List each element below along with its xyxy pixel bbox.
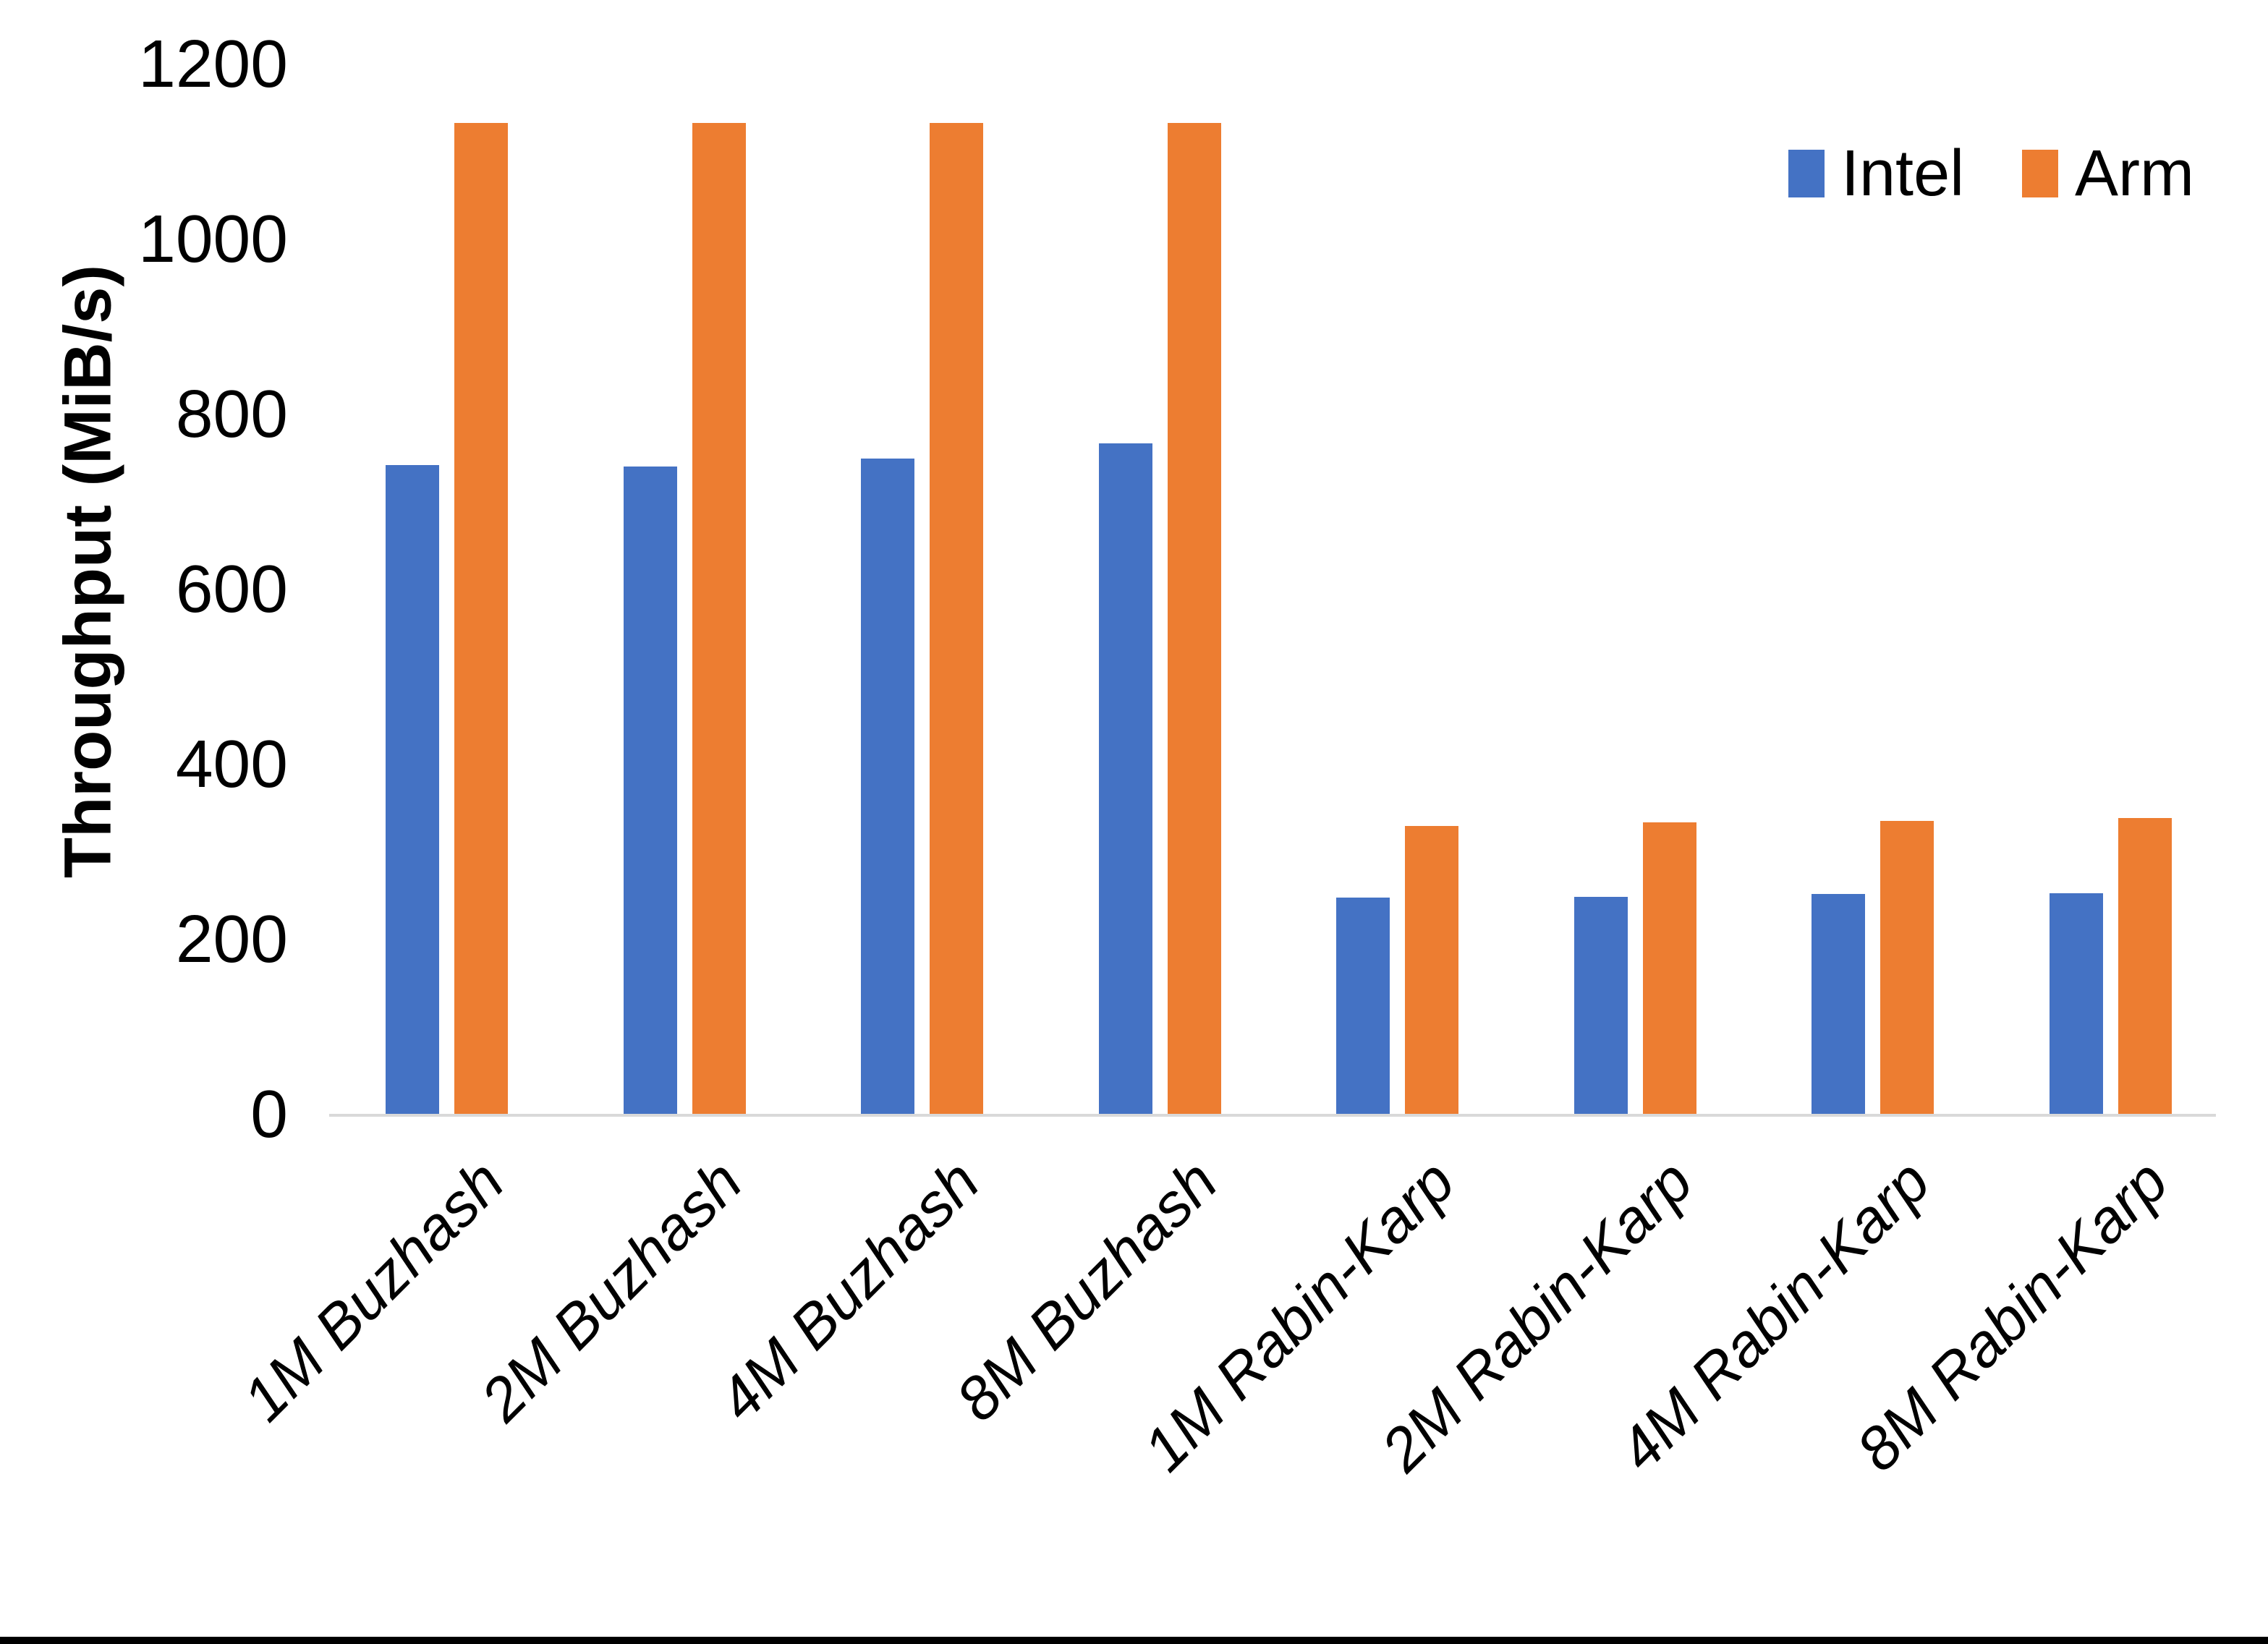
bar-arm — [1880, 821, 1934, 1114]
legend-label-arm: Arm — [2075, 137, 2194, 210]
bar-arm — [1168, 123, 1221, 1114]
bar-intel — [1099, 443, 1152, 1114]
y-tick-label: 1000 — [138, 201, 288, 276]
bar-arm — [2118, 818, 2172, 1114]
y-tick-label: 1200 — [138, 26, 288, 101]
y-tick-label: 200 — [175, 901, 288, 976]
bottom-border — [0, 1637, 2268, 1644]
bar-arm — [930, 123, 983, 1114]
y-tick-label: 800 — [175, 376, 288, 451]
x-axis-line — [329, 1114, 2216, 1117]
bar-arm — [692, 123, 746, 1114]
bar-intel — [1336, 898, 1390, 1114]
y-tick-label: 400 — [175, 726, 288, 801]
legend-swatch-arm — [2022, 150, 2058, 197]
y-tick-label: 0 — [250, 1076, 288, 1151]
bar-intel — [386, 465, 439, 1114]
bar-intel — [861, 459, 914, 1114]
bar-arm — [1405, 826, 1458, 1114]
bar-arm — [454, 123, 508, 1114]
bar-intel — [624, 467, 677, 1114]
bar-intel — [1812, 894, 1865, 1114]
bar-intel — [2050, 893, 2103, 1114]
legend-label-intel: Intel — [1841, 137, 1965, 210]
legend-swatch-intel — [1788, 150, 1825, 197]
y-tick-label: 600 — [175, 551, 288, 626]
bar-intel — [1574, 897, 1628, 1114]
bar-arm — [1643, 822, 1696, 1114]
